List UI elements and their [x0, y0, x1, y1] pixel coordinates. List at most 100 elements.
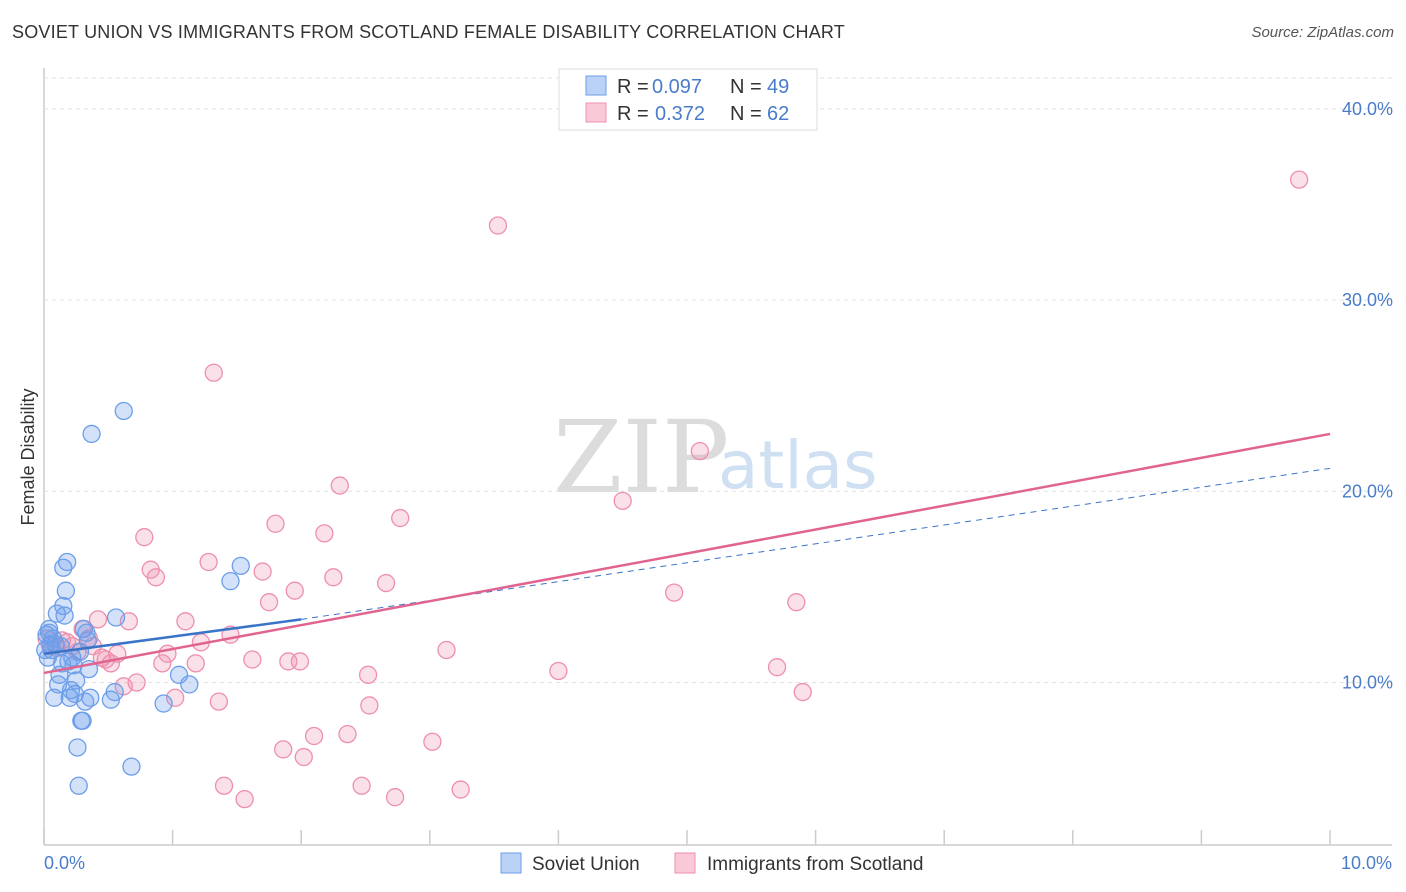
scotland-point-24: [176, 612, 195, 631]
scotland-point-50: [376, 573, 396, 593]
scotland-point-56: [488, 216, 508, 235]
y-tick-label-10: 10.0%: [1342, 672, 1393, 692]
soviet-points: [36, 401, 250, 795]
legend-n-label-1: N =: [730, 76, 762, 98]
scotland-point-46: [338, 724, 357, 744]
scotland-point-62: [787, 593, 806, 612]
x-tick-label-min: 0.0%: [44, 853, 85, 873]
soviet-point-40: [114, 401, 133, 421]
legend-r-label-2: R =: [617, 103, 649, 125]
scotland-point-10: [88, 610, 108, 629]
soviet-point-29: [73, 711, 92, 730]
legend-swatch-soviet: [585, 75, 607, 96]
scotland-point-49: [360, 696, 379, 715]
x-tick-label-max: 10.0%: [1341, 853, 1392, 873]
bottom-legend-swatch-soviet: [500, 852, 522, 874]
scotland-point-58: [613, 491, 632, 510]
scotland-point-52: [391, 508, 410, 528]
scotland-point-29: [209, 692, 229, 711]
scotland-point-48: [358, 665, 378, 684]
scotland-point-42: [304, 726, 324, 746]
scotland-point-37: [274, 740, 293, 759]
scotland-point-39: [285, 581, 304, 600]
scotland-point-55: [451, 780, 470, 799]
legend-r-value-2: 0.372: [655, 103, 705, 125]
scotland-point-33: [243, 650, 262, 669]
scotland-point-54: [437, 640, 456, 660]
soviet-point-13: [54, 596, 73, 616]
scotland-point-21: [153, 654, 172, 673]
soviet-point-41: [122, 757, 141, 776]
x-ticks: [43, 830, 1331, 845]
soviet-point-46: [231, 556, 250, 575]
y-tick-label-20: 20.0%: [1342, 481, 1393, 501]
soviet-point-32: [77, 623, 96, 642]
legend-n-label-2: N =: [730, 103, 762, 125]
bottom-legend: Soviet Union Immigrants from Scotland: [500, 852, 923, 875]
scotland-point-45: [330, 476, 349, 495]
scotland-point-51: [385, 788, 405, 807]
scotland-point-63: [793, 682, 812, 702]
bottom-legend-label-scotland: Immigrants from Scotland: [707, 854, 923, 875]
legend-n-value-1: 49: [767, 76, 789, 98]
legend-r-value-1: 0.097: [652, 76, 702, 98]
soviet-point-45: [221, 571, 240, 591]
legend-swatch-scotland: [585, 102, 607, 123]
y-axis-label: Female Disability: [18, 388, 38, 525]
scotland-point-20: [146, 568, 166, 587]
scotland-point-27: [199, 552, 218, 572]
soviet-point-15: [55, 606, 74, 625]
scotland-point-32: [235, 789, 254, 809]
y-tick-labels: 10.0% 20.0% 30.0% 40.0%: [1342, 99, 1393, 693]
source-credit: Source: ZipAtlas.com: [1251, 24, 1394, 41]
legend-r-label-1: R =: [617, 76, 649, 98]
soviet-point-47: [36, 640, 55, 660]
scotland-point-40: [290, 652, 310, 671]
y-tick-label-30: 30.0%: [1342, 290, 1393, 310]
y-tick-label-40: 40.0%: [1342, 99, 1393, 119]
scotland-point-30: [214, 776, 234, 795]
scotland-point-43: [315, 524, 334, 543]
scotland-point-53: [423, 732, 442, 751]
soviet-point-26: [69, 776, 88, 795]
scotland-point-18: [135, 528, 154, 547]
scotland-point-34: [253, 562, 272, 581]
scotland-point-61: [767, 658, 787, 677]
scotland-point-41: [294, 747, 313, 767]
soviet-point-39: [106, 608, 126, 627]
watermark-atlas: atlas: [718, 427, 878, 504]
scotland-point-57: [549, 661, 568, 681]
scotland-point-59: [664, 583, 684, 602]
scotland-point-17: [127, 673, 146, 692]
watermark-zip: ZIP: [553, 399, 729, 516]
scotland-point-44: [324, 568, 343, 587]
soviet-point-25: [68, 738, 87, 757]
soviet-point-36: [82, 424, 101, 444]
scotland-point-23: [166, 688, 185, 707]
soviet-point-24: [67, 671, 86, 690]
scotland-trendline: [43, 432, 1331, 675]
soviet-point-44: [180, 675, 199, 694]
scotland-point-64: [1289, 170, 1309, 189]
scotland-point-25: [186, 654, 205, 673]
scotland-points: [37, 170, 1309, 809]
bottom-legend-label-soviet: Soviet Union: [532, 854, 640, 875]
soviet-point-17: [57, 552, 77, 572]
scotland-point-28: [204, 363, 223, 382]
scotland-point-35: [259, 593, 279, 612]
trendlines: [43, 432, 1331, 675]
soviet-point-38: [105, 682, 124, 702]
gridlines: [44, 77, 1392, 683]
soviet-point-35: [81, 688, 100, 707]
soviet-trendline: [43, 618, 302, 656]
soviet-point-16: [56, 581, 76, 600]
legend-n-value-2: 62: [767, 103, 789, 125]
bottom-legend-swatch-scotland: [674, 852, 696, 874]
scotland-point-60: [690, 441, 710, 461]
legend-box: R = 0.097 N = 49 R = 0.372 N = 62: [558, 68, 818, 131]
scotland-point-47: [352, 776, 371, 795]
soviet-point-42: [154, 694, 173, 713]
chart-title: SOVIET UNION VS IMMIGRANTS FROM SCOTLAND…: [12, 22, 845, 42]
soviet-point-48: [39, 623, 59, 642]
